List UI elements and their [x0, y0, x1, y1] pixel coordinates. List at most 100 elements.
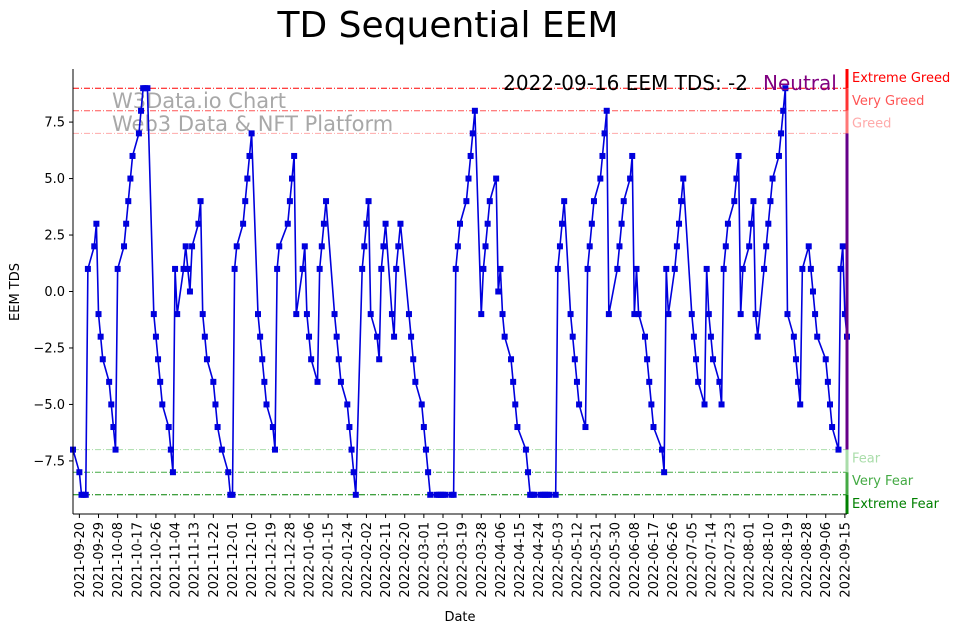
data-point — [559, 220, 566, 227]
data-point — [765, 220, 772, 227]
data-point — [707, 333, 714, 340]
latest-value-annotation: 2022-09-16 EEM TDS: -2 — [503, 71, 748, 95]
data-point — [495, 288, 502, 295]
data-point — [467, 152, 474, 159]
data-point — [512, 401, 519, 408]
data-point — [807, 265, 814, 272]
data-point — [576, 401, 583, 408]
data-point — [688, 311, 695, 318]
data-point — [761, 265, 768, 272]
data-point — [546, 491, 553, 498]
data-point — [182, 243, 189, 250]
data-point — [680, 175, 687, 182]
x-tick-label: 2021-11-04 — [169, 522, 184, 598]
y-tick-label: 2.5 — [44, 229, 65, 244]
data-point — [601, 130, 608, 137]
x-tick-label: 2022-06-08 — [628, 522, 643, 598]
data-point — [754, 333, 761, 340]
data-point — [110, 424, 117, 431]
data-point — [418, 401, 425, 408]
data-point — [471, 107, 478, 114]
data-point — [525, 469, 532, 476]
data-point — [195, 220, 202, 227]
data-point — [586, 243, 593, 250]
data-point — [344, 401, 351, 408]
data-point — [629, 152, 636, 159]
data-point — [676, 220, 683, 227]
x-tick-label: 2022-05-12 — [570, 522, 585, 598]
data-point — [225, 469, 232, 476]
data-point — [582, 424, 589, 431]
y-tick-label: 0.0 — [44, 285, 65, 300]
data-point — [693, 356, 700, 363]
data-point — [276, 243, 283, 250]
data-point — [320, 220, 327, 227]
threshold-label-very-fear: Very Fear — [852, 474, 914, 489]
data-point — [144, 85, 151, 92]
data-point — [478, 311, 485, 318]
data-point — [291, 152, 298, 159]
data-point — [82, 491, 89, 498]
data-point — [333, 333, 340, 340]
data-point — [569, 333, 576, 340]
data-point — [378, 265, 385, 272]
data-point — [716, 378, 723, 385]
data-point — [514, 424, 521, 431]
threshold-label-extreme-fear: Extreme Fear — [852, 497, 940, 512]
data-point — [240, 220, 247, 227]
data-point — [261, 378, 268, 385]
x-tick-label: 2022-05-30 — [609, 522, 624, 598]
data-point — [361, 243, 368, 250]
data-point — [246, 152, 253, 159]
x-tick-label: 2022-05-21 — [590, 522, 605, 598]
data-point — [286, 198, 293, 205]
data-point — [463, 198, 470, 205]
data-point — [337, 378, 344, 385]
data-point — [108, 401, 115, 408]
data-point — [308, 356, 315, 363]
data-point — [95, 311, 102, 318]
data-point — [293, 311, 300, 318]
data-point — [469, 130, 476, 137]
y-tick-label: 7.5 — [44, 116, 65, 131]
data-point — [605, 311, 612, 318]
data-point — [724, 220, 731, 227]
data-point — [501, 333, 508, 340]
data-point — [257, 333, 264, 340]
data-point — [452, 265, 459, 272]
x-tick-label: 2021-12-28 — [283, 522, 298, 598]
data-point — [618, 220, 625, 227]
x-tick-label: 2022-04-15 — [513, 522, 528, 598]
data-point — [733, 175, 740, 182]
x-tick-label: 2022-03-01 — [417, 522, 432, 598]
x-tick-label: 2022-06-26 — [666, 522, 681, 598]
data-point — [231, 265, 238, 272]
data-point — [695, 378, 702, 385]
data-point — [272, 446, 279, 453]
data-point — [380, 243, 387, 250]
x-tick-label: 2021-10-26 — [149, 522, 164, 598]
data-point — [303, 311, 310, 318]
x-tick-label: 2022-08-10 — [762, 522, 777, 598]
data-point — [127, 175, 134, 182]
data-point — [826, 401, 833, 408]
x-tick-label: 2022-08-28 — [800, 522, 815, 598]
data-point — [731, 198, 738, 205]
threshold-lines — [73, 87, 847, 496]
data-point — [614, 265, 621, 272]
data-point — [493, 175, 500, 182]
data-point — [499, 311, 506, 318]
data-point — [393, 265, 400, 272]
data-point — [150, 311, 157, 318]
x-tick-label: 2022-03-19 — [456, 522, 471, 598]
data-point — [422, 446, 429, 453]
data-point — [172, 265, 179, 272]
data-point — [314, 378, 321, 385]
data-point — [335, 356, 342, 363]
x-tick-label: 2022-01-06 — [303, 522, 318, 598]
data-point — [397, 220, 404, 227]
x-ticks: 2021-09-20 2021-09-29 2021-10-08 2021-10-17… — [73, 514, 853, 598]
data-point — [121, 243, 128, 250]
data-point — [254, 311, 261, 318]
data-point — [348, 446, 355, 453]
